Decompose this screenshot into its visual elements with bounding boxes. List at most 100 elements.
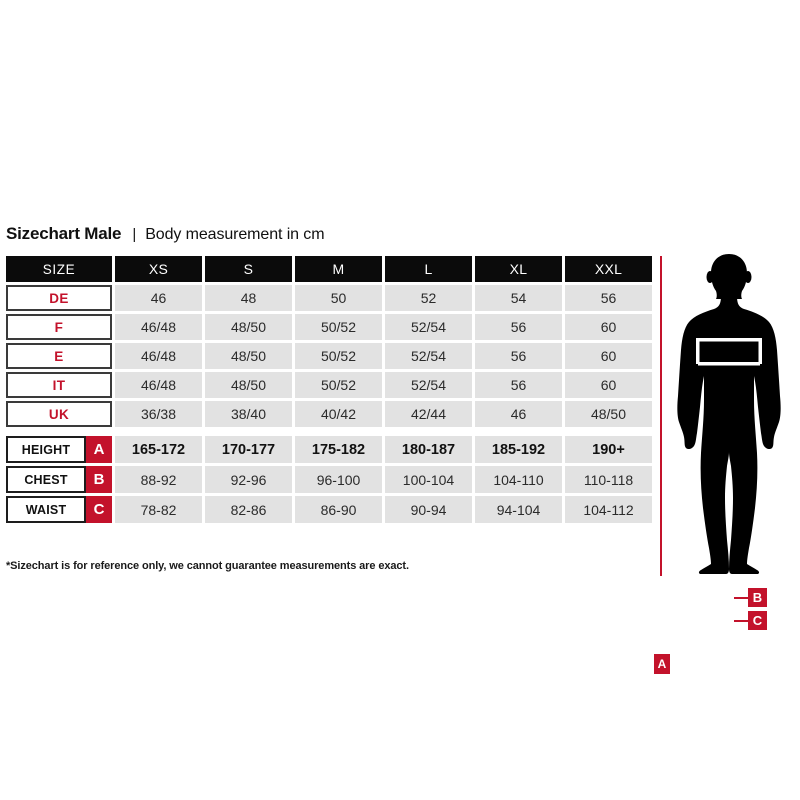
footnote-text: *Sizechart is for reference only, we can… — [6, 560, 409, 572]
cell-height-l: 180-187 — [385, 436, 472, 463]
page-title: Sizechart Male | Body measurement in cm — [6, 224, 325, 244]
badge-c: C — [86, 496, 112, 523]
row-label-f: F — [6, 314, 112, 340]
cell-de-s: 48 — [205, 285, 292, 311]
row-label-waist: WAIST — [6, 496, 86, 523]
cell-waist-m: 86-90 — [295, 496, 382, 523]
cell-chest-m: 96-100 — [295, 466, 382, 493]
sizechart-table: SIZE XS S M L XL XXL DE 46 48 50 52 54 5… — [6, 256, 652, 526]
cell-chest-s: 92-96 — [205, 466, 292, 493]
cell-waist-xs: 78-82 — [115, 496, 202, 523]
cell-height-m: 175-182 — [295, 436, 382, 463]
row-cells-uk: 36/38 38/40 40/42 42/44 46 48/50 — [115, 401, 652, 427]
cell-it-l: 52/54 — [385, 372, 472, 398]
cell-e-xxl: 60 — [565, 343, 652, 369]
row-cells-f: 46/48 48/50 50/52 52/54 56 60 — [115, 314, 652, 340]
cell-e-l: 52/54 — [385, 343, 472, 369]
header-cells: XS S M L XL XXL — [115, 256, 652, 282]
table-row-f: F 46/48 48/50 50/52 52/54 56 60 — [6, 314, 652, 340]
cell-e-xs: 46/48 — [115, 343, 202, 369]
chest-leader-line — [734, 596, 748, 599]
table-row-e: E 46/48 48/50 50/52 52/54 56 60 — [6, 343, 652, 369]
cell-it-m: 50/52 — [295, 372, 382, 398]
figure-badge-c: C — [748, 611, 767, 630]
row-label-height: HEIGHT — [6, 436, 86, 463]
cell-waist-l: 90-94 — [385, 496, 472, 523]
cell-height-xxl: 190+ — [565, 436, 652, 463]
table-row-chest: CHEST B 88-92 92-96 96-100 100-104 104-1… — [6, 466, 652, 493]
figure-badge-a: A — [654, 654, 670, 674]
title-separator: | — [132, 226, 137, 243]
column-header-l: L — [385, 256, 472, 282]
row-cells-de: 46 48 50 52 54 56 — [115, 285, 652, 311]
cell-f-xl: 56 — [475, 314, 562, 340]
row-label-de: DE — [6, 285, 112, 311]
badge-b: B — [86, 466, 112, 493]
body-figure: A B C — [652, 250, 800, 674]
cell-e-m: 50/52 — [295, 343, 382, 369]
column-header-xl: XL — [475, 256, 562, 282]
table-row-height: HEIGHT A 165-172 170-177 175-182 180-187… — [6, 436, 652, 463]
row-label-height-wrap: HEIGHT A — [6, 436, 112, 463]
cell-f-l: 52/54 — [385, 314, 472, 340]
cell-f-xxl: 60 — [565, 314, 652, 340]
cell-chest-xs: 88-92 — [115, 466, 202, 493]
chest-marker: B — [734, 588, 767, 607]
cell-uk-m: 40/42 — [295, 401, 382, 427]
row-label-waist-wrap: WAIST C — [6, 496, 112, 523]
waist-leader-line — [734, 619, 748, 622]
cell-de-xl: 54 — [475, 285, 562, 311]
cell-waist-xxl: 104-112 — [565, 496, 652, 523]
cell-e-s: 48/50 — [205, 343, 292, 369]
figure-badge-b: B — [748, 588, 767, 607]
cell-it-xs: 46/48 — [115, 372, 202, 398]
table-row-waist: WAIST C 78-82 82-86 86-90 90-94 94-104 1… — [6, 496, 652, 523]
cell-e-xl: 56 — [475, 343, 562, 369]
cell-height-s: 170-177 — [205, 436, 292, 463]
cell-uk-xl: 46 — [475, 401, 562, 427]
cell-de-xs: 46 — [115, 285, 202, 311]
cell-it-s: 48/50 — [205, 372, 292, 398]
cell-uk-s: 38/40 — [205, 401, 292, 427]
table-row-de: DE 46 48 50 52 54 56 — [6, 285, 652, 311]
cell-de-m: 50 — [295, 285, 382, 311]
cell-chest-xl: 104-110 — [475, 466, 562, 493]
title-subtitle: Body measurement in cm — [145, 226, 325, 243]
header-cell-size: SIZE — [6, 256, 112, 282]
column-header-s: S — [205, 256, 292, 282]
row-label-uk: UK — [6, 401, 112, 427]
cell-waist-s: 82-86 — [205, 496, 292, 523]
row-cells-height: 165-172 170-177 175-182 180-187 185-192 … — [115, 436, 652, 463]
column-header-xs: XS — [115, 256, 202, 282]
cell-uk-xs: 36/38 — [115, 401, 202, 427]
badge-a: A — [86, 436, 112, 463]
cell-waist-xl: 94-104 — [475, 496, 562, 523]
height-line — [660, 256, 662, 576]
cell-de-l: 52 — [385, 285, 472, 311]
cell-chest-xxl: 110-118 — [565, 466, 652, 493]
cell-chest-l: 100-104 — [385, 466, 472, 493]
cell-f-xs: 46/48 — [115, 314, 202, 340]
male-silhouette-icon — [677, 254, 781, 574]
row-label-chest-wrap: CHEST B — [6, 466, 112, 493]
cell-it-xl: 56 — [475, 372, 562, 398]
cell-height-xl: 185-192 — [475, 436, 562, 463]
row-label-e: E — [6, 343, 112, 369]
cell-it-xxl: 60 — [565, 372, 652, 398]
row-cells-it: 46/48 48/50 50/52 52/54 56 60 — [115, 372, 652, 398]
cell-uk-l: 42/44 — [385, 401, 472, 427]
title-main: Sizechart Male — [6, 224, 122, 243]
cell-height-xs: 165-172 — [115, 436, 202, 463]
row-cells-chest: 88-92 92-96 96-100 100-104 104-110 110-1… — [115, 466, 652, 493]
column-header-m: M — [295, 256, 382, 282]
cell-f-s: 48/50 — [205, 314, 292, 340]
waist-marker: C — [734, 611, 767, 630]
row-cells-e: 46/48 48/50 50/52 52/54 56 60 — [115, 343, 652, 369]
table-row-uk: UK 36/38 38/40 40/42 42/44 46 48/50 — [6, 401, 652, 427]
column-header-xxl: XXL — [565, 256, 652, 282]
cell-f-m: 50/52 — [295, 314, 382, 340]
table-header-row: SIZE XS S M L XL XXL — [6, 256, 652, 282]
row-cells-waist: 78-82 82-86 86-90 90-94 94-104 104-112 — [115, 496, 652, 523]
cell-de-xxl: 56 — [565, 285, 652, 311]
